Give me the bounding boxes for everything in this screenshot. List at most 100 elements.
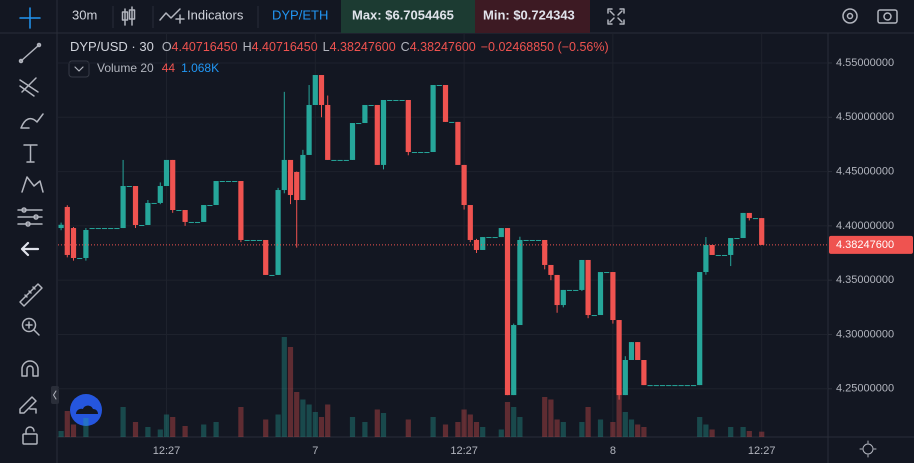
volume-bar <box>287 347 294 437</box>
volume-name: Volume 20 <box>97 61 154 75</box>
candle-body <box>573 289 579 291</box>
candle-body <box>120 186 126 229</box>
candle-body <box>554 274 560 306</box>
last-price-tag <box>829 235 913 254</box>
volume-bar <box>467 414 473 437</box>
candle-body <box>610 272 616 321</box>
candle-body <box>337 159 343 161</box>
fullscreen-button[interactable] <box>607 8 625 25</box>
ruler-tool[interactable] <box>19 283 43 307</box>
volume-bar <box>83 418 89 437</box>
collapse-button[interactable] <box>51 386 59 404</box>
volume-bar <box>157 429 163 437</box>
ohlc-value: 4.40716450 <box>172 40 238 54</box>
compare-pair[interactable]: DYP/ETH <box>272 7 328 22</box>
volume-toggle[interactable] <box>68 60 90 78</box>
candle-body <box>641 359 647 386</box>
candle-body <box>70 228 77 259</box>
volume-bar <box>548 399 554 437</box>
volume-bar <box>405 419 411 437</box>
y-tick-label: 4.35000000 <box>836 274 894 286</box>
volume-bar <box>759 431 765 437</box>
magnet-tool[interactable] <box>21 360 39 377</box>
y-tick-label: 4.25000000 <box>836 383 894 395</box>
indicators-label[interactable]: Indicators <box>187 7 244 22</box>
candle-body <box>343 159 349 161</box>
volume-bar <box>455 422 461 437</box>
candle-body <box>542 239 548 265</box>
candle-body <box>294 171 300 201</box>
fib-tool[interactable] <box>19 77 39 97</box>
candle-body <box>325 104 331 160</box>
candle-body <box>64 206 70 255</box>
volume-bar <box>58 431 64 437</box>
ohlc-key: L <box>323 40 330 54</box>
candle-body <box>703 244 709 273</box>
candle-body <box>83 229 89 259</box>
candle-body <box>238 181 244 240</box>
brush-tool[interactable] <box>20 113 44 129</box>
trend-line-tool[interactable] <box>18 42 42 64</box>
max-price: Max: $6.7054465 <box>352 7 454 22</box>
candle-body <box>356 123 362 125</box>
volume-bar <box>511 407 517 437</box>
volume-bar <box>318 417 325 437</box>
candle-body <box>759 218 765 245</box>
candle-body <box>151 202 157 204</box>
ohlc-key: H <box>243 40 252 54</box>
candle-body <box>362 104 368 124</box>
chart-type-button[interactable] <box>121 6 136 26</box>
candle-body <box>461 164 467 206</box>
time-settings[interactable] <box>859 440 877 458</box>
zoom-tool[interactable] <box>21 317 40 336</box>
crosshair-tool[interactable] <box>19 7 41 29</box>
volume-bar <box>498 429 504 437</box>
volume-bar <box>542 397 548 437</box>
candle-body <box>467 205 473 240</box>
candle-body <box>232 181 238 183</box>
prediction-tool[interactable] <box>17 207 43 227</box>
candle-body <box>101 228 108 230</box>
snapshot-button[interactable] <box>877 9 898 24</box>
candle-body <box>77 258 83 260</box>
candle-body <box>275 190 281 275</box>
settings-button[interactable] <box>842 8 858 24</box>
candle-body <box>604 272 610 274</box>
volume-bar <box>170 417 176 437</box>
volume-bar <box>294 392 300 437</box>
ohlc-legend: DYP/USD · 30 O4.40716450 H4.40716450 L4.382… <box>70 39 609 54</box>
candle-body <box>201 205 207 222</box>
x-tick-label: 12:27 <box>748 445 776 457</box>
candle-body <box>566 289 573 291</box>
candle-body <box>647 385 653 387</box>
indicators-button[interactable] <box>159 8 185 24</box>
candle-body <box>560 289 566 306</box>
volume-bar <box>145 427 151 437</box>
volume-bar <box>213 422 219 437</box>
volume-bar <box>182 426 188 437</box>
candle-body <box>622 359 628 396</box>
volume-bar <box>597 419 604 437</box>
lock-drawing-tool[interactable] <box>19 396 37 414</box>
candle-body <box>449 121 455 123</box>
candle-body <box>653 385 659 387</box>
interval-button[interactable]: 30m <box>72 7 97 22</box>
candle-body <box>746 212 752 219</box>
volume-bar <box>728 427 734 437</box>
candle-body <box>511 325 517 396</box>
candle-body <box>58 224 64 229</box>
candle-body <box>306 104 312 155</box>
volume-bar <box>238 407 244 437</box>
pattern-tool[interactable] <box>21 176 44 193</box>
volume-bar <box>709 429 715 437</box>
candle-body <box>690 385 697 387</box>
lock-tool[interactable] <box>22 426 38 445</box>
candle-body <box>287 159 294 196</box>
candle-body <box>740 212 746 239</box>
back-arrow[interactable] <box>20 241 40 257</box>
text-tool[interactable] <box>23 144 38 163</box>
volume-bar <box>554 419 560 437</box>
volume-bar <box>517 417 523 437</box>
candle-body <box>132 186 139 225</box>
